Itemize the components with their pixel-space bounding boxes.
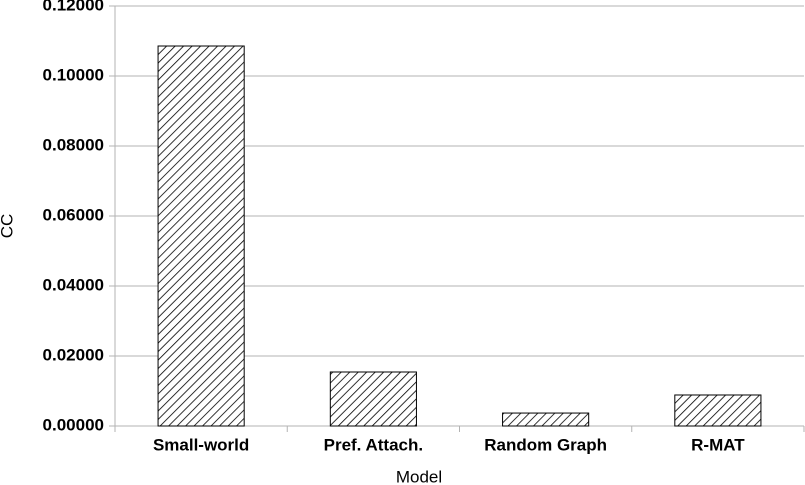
y-tick-label: 0.04000 xyxy=(43,275,104,294)
bar xyxy=(674,394,762,427)
x-tick-label: Random Graph xyxy=(484,435,607,454)
y-tick-label: 0.08000 xyxy=(43,135,104,154)
bar xyxy=(502,412,590,427)
y-tick-label: 0.06000 xyxy=(43,205,104,224)
y-tick-label: 0.00000 xyxy=(43,415,104,434)
y-tick-label: 0.10000 xyxy=(43,65,104,84)
y-tick-label: 0.12000 xyxy=(43,0,104,14)
bar xyxy=(157,45,245,427)
x-tick-label: Pref. Attach. xyxy=(324,435,424,454)
y-tick-label: 0.02000 xyxy=(43,345,104,364)
x-tick-label: Small-world xyxy=(153,435,249,454)
x-tick-label: R-MAT xyxy=(691,435,745,454)
y-axis-title: CC xyxy=(0,214,16,239)
x-axis-title: Model xyxy=(396,467,442,485)
bar xyxy=(329,371,417,427)
